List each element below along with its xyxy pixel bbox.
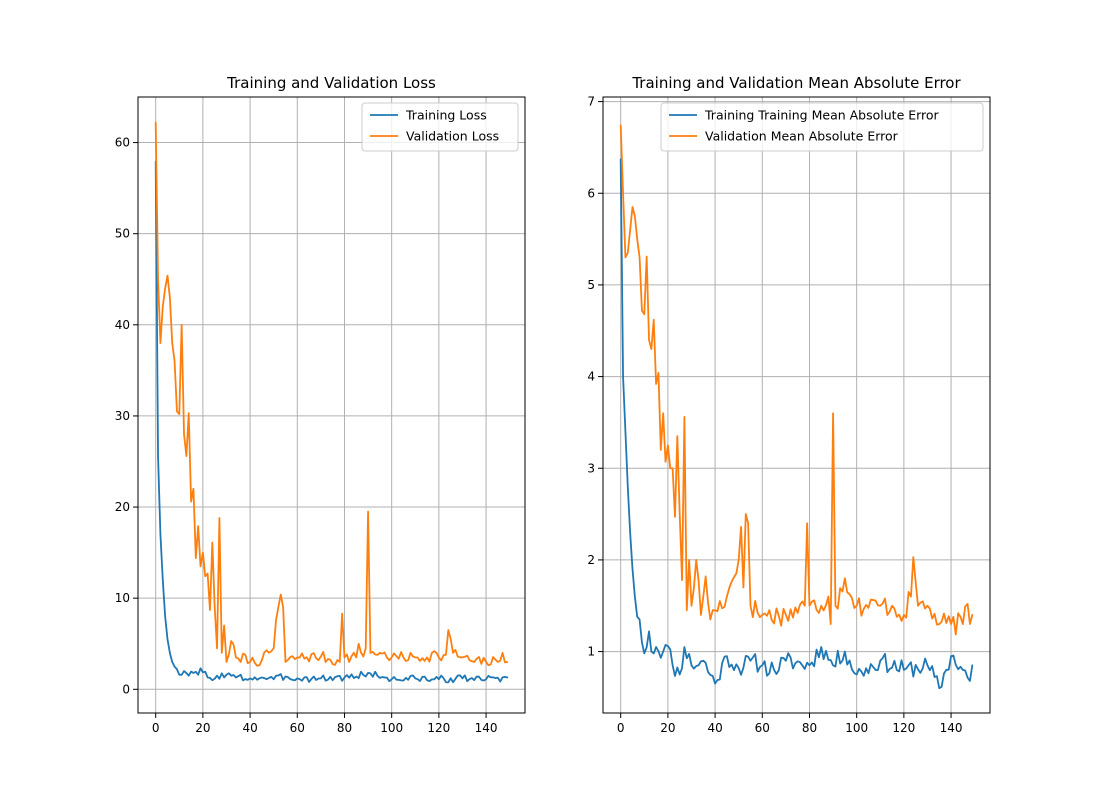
y-tick-label: 30	[115, 409, 130, 423]
y-tick-label: 40	[115, 318, 130, 332]
y-tick-label: 1	[587, 645, 595, 659]
axes-frame	[137, 96, 526, 714]
x-tick-label: 120	[892, 721, 915, 735]
y-tick-label: 0	[122, 682, 130, 696]
x-tick-label: 140	[475, 721, 498, 735]
legend: Training Training Mean Absolute Error Val…	[660, 102, 984, 152]
x-tick-label: 140	[940, 721, 963, 735]
x-tick-label: 60	[755, 721, 770, 735]
chart-title: Training and Validation Loss	[226, 74, 436, 92]
y-tick-label: 50	[115, 227, 130, 241]
series-line-2	[619, 124, 974, 636]
x-tick-label: 60	[290, 721, 305, 735]
x-tick-label: 0	[617, 721, 625, 735]
legend-label: Validation Mean Absolute Error	[705, 129, 899, 144]
series-line-1	[154, 160, 509, 684]
chart-title: Training and Validation Mean Absolute Er…	[631, 74, 961, 92]
x-tick-label: 100	[845, 721, 868, 735]
y-tick-label: 4	[587, 370, 595, 384]
x-tick-label: 20	[195, 721, 210, 735]
x-tick-label: 40	[707, 721, 722, 735]
y-tick-label: 20	[115, 500, 130, 514]
y-tick-label: 10	[115, 591, 130, 605]
legend: Training Loss Validation Loss	[361, 102, 519, 152]
y-tick-label: 60	[115, 136, 130, 150]
series-line-1	[619, 158, 974, 690]
y-tick-label: 3	[587, 461, 595, 475]
x-tick-label: 20	[660, 721, 675, 735]
x-tick-label: 80	[337, 721, 352, 735]
chart-panel-1: 0 20 40 60 80 100 120 140 0 10 20 30 40 50 60 Training …	[115, 74, 526, 735]
x-tick-label: 100	[380, 721, 403, 735]
y-tick-label: 5	[587, 278, 595, 292]
legend-label: Training Loss	[405, 108, 487, 123]
y-tick-label: 6	[587, 186, 595, 200]
chart-panel-2: 0 20 40 60 80 100 120 140 1 2 3 4 5 6 7 Training and Va…	[587, 74, 991, 735]
x-tick-label: 80	[802, 721, 817, 735]
x-tick-label: 120	[427, 721, 450, 735]
legend-box	[361, 102, 519, 152]
series-line-2	[154, 121, 509, 667]
axes-frame	[602, 96, 991, 714]
y-tick-label: 2	[587, 553, 595, 567]
legend-label: Training Training Mean Absolute Error	[704, 108, 940, 123]
legend-box	[660, 102, 984, 152]
x-tick-label: 0	[152, 721, 160, 735]
x-tick-label: 40	[242, 721, 257, 735]
y-tick-label: 7	[587, 95, 595, 109]
legend-label: Validation Loss	[406, 129, 499, 144]
